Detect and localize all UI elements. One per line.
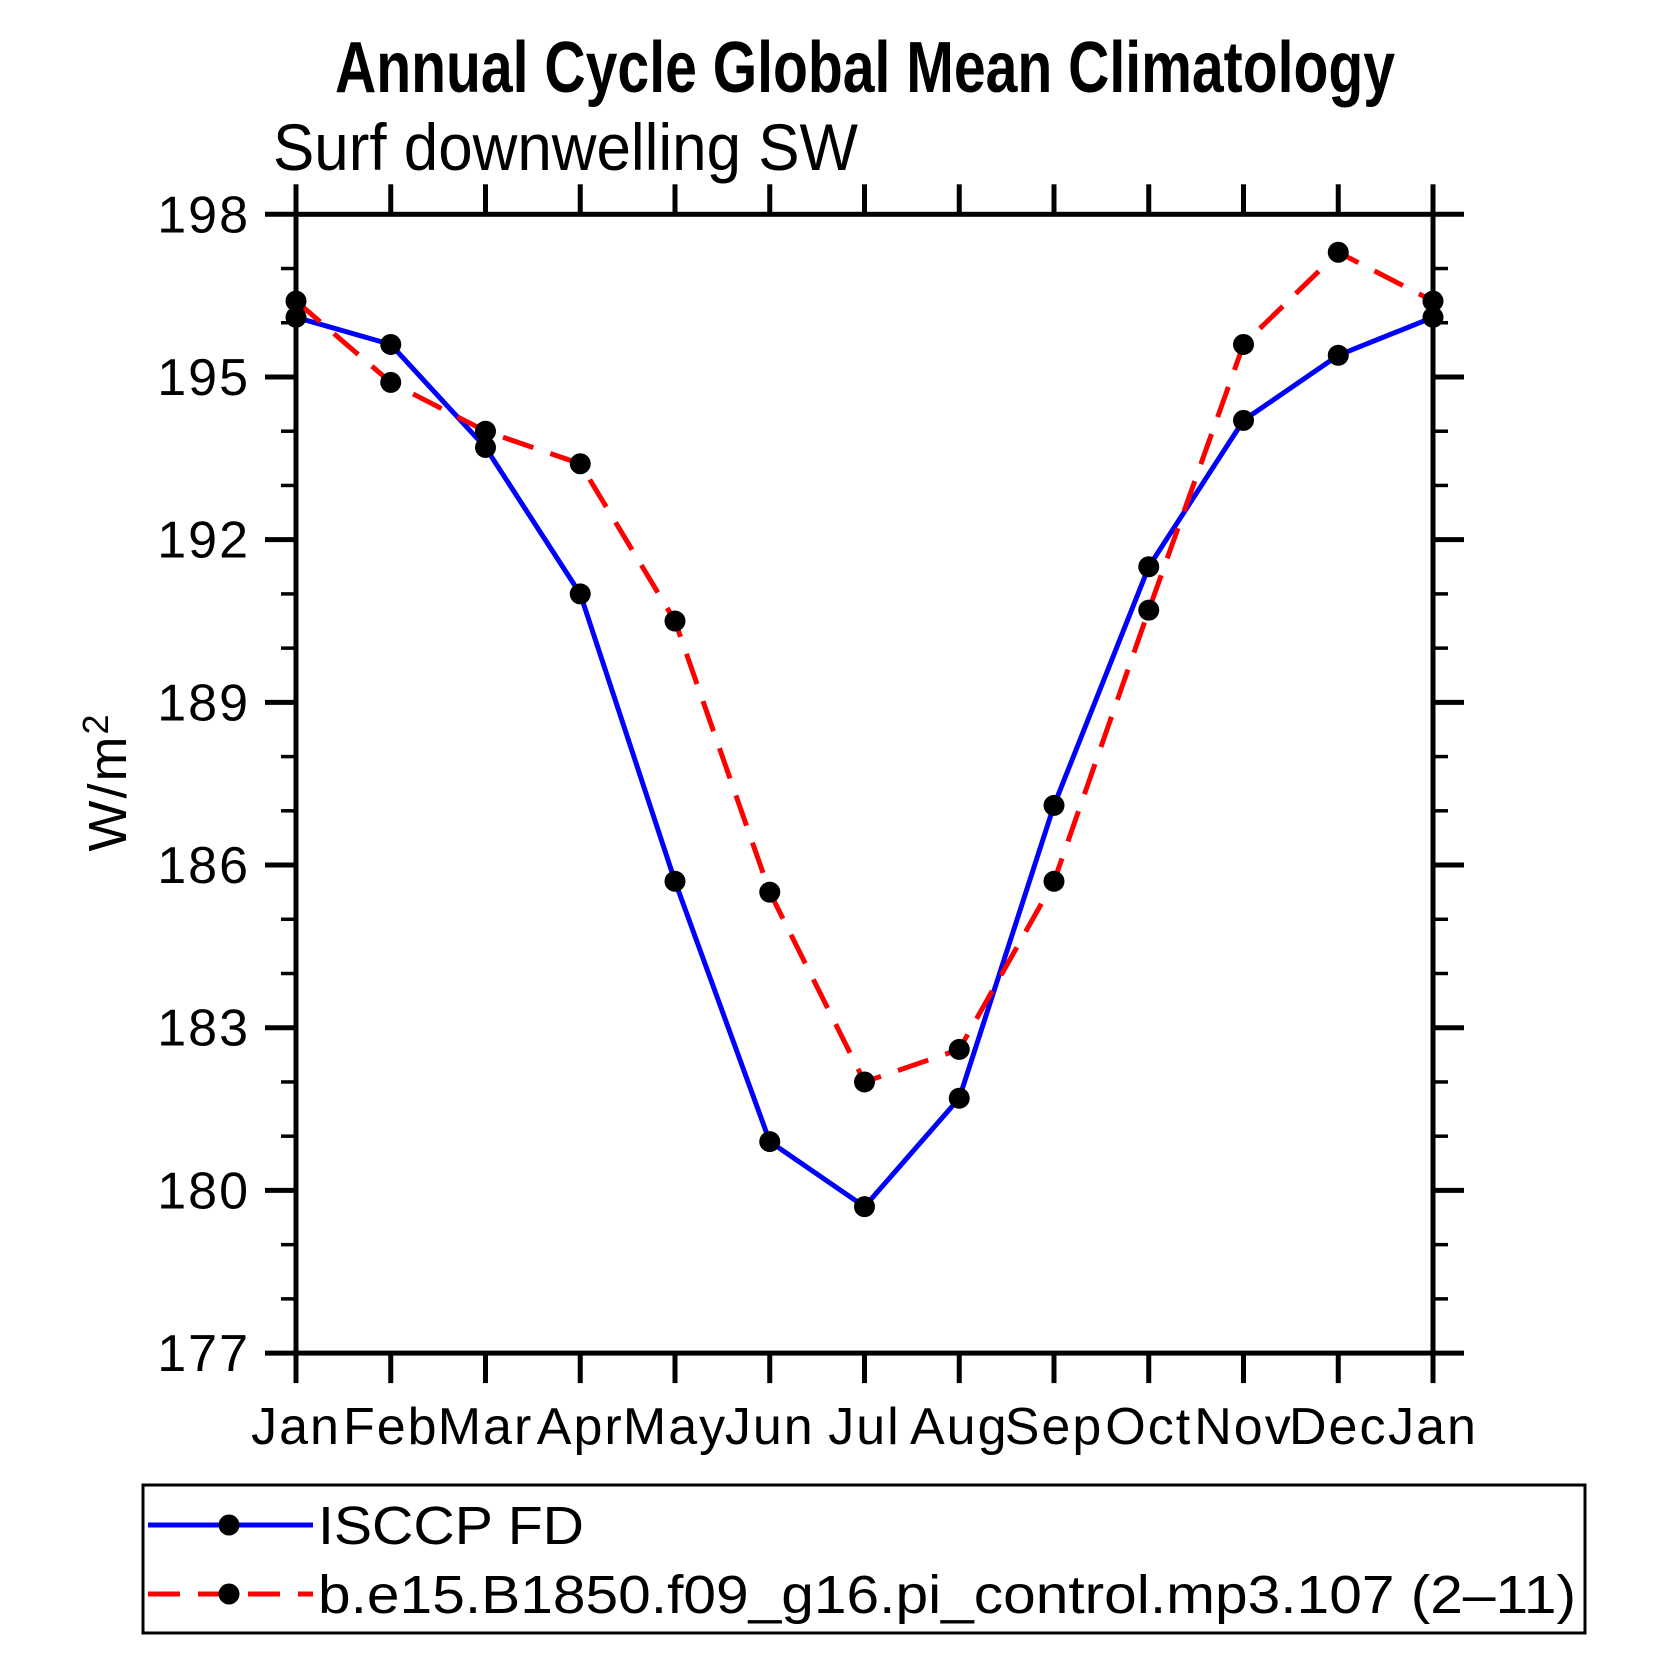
y-axis-label-exponent: 2 bbox=[75, 713, 116, 735]
x-tick-label: Jan bbox=[251, 1398, 341, 1456]
data-point-marker bbox=[1138, 556, 1160, 578]
data-point-marker bbox=[1327, 241, 1349, 263]
x-tick-label: Feb bbox=[343, 1398, 439, 1456]
data-point-marker bbox=[380, 371, 402, 393]
y-axis-label: W/m2 bbox=[75, 713, 138, 852]
data-point-marker bbox=[948, 1038, 970, 1060]
data-point-marker bbox=[1422, 306, 1444, 328]
y-tick-label: 189 bbox=[157, 674, 250, 732]
y-tick-label: 186 bbox=[157, 837, 250, 895]
y-tick-label: 195 bbox=[157, 349, 250, 407]
y-tick-label: 198 bbox=[157, 186, 250, 244]
x-tick-label: Jul bbox=[828, 1398, 900, 1456]
data-point-marker bbox=[569, 583, 591, 605]
x-tick-label: Mar bbox=[438, 1398, 534, 1456]
y-tick-label: 192 bbox=[157, 512, 250, 570]
y-tick-label: 183 bbox=[157, 1000, 250, 1058]
data-point-marker bbox=[569, 453, 591, 475]
x-tick-label: Jan bbox=[1388, 1398, 1478, 1456]
data-point-marker bbox=[1327, 344, 1349, 366]
legend-label: ISCCP FD bbox=[318, 1496, 584, 1556]
data-point-marker bbox=[759, 881, 781, 903]
series-line-model bbox=[294, 249, 1435, 1085]
x-tick-label: Jun bbox=[725, 1398, 815, 1456]
data-point-marker bbox=[854, 1196, 875, 1218]
axis-ticks bbox=[265, 184, 1464, 1384]
legend-label: b.e15.B1850.f09_g16.pi_control.mp3.107 (… bbox=[318, 1565, 1576, 1625]
data-point-marker bbox=[1422, 290, 1444, 312]
data-point-marker bbox=[475, 436, 496, 458]
x-tick-label: May bbox=[623, 1398, 727, 1456]
data-point-marker bbox=[1233, 409, 1254, 431]
x-tick-label: Dec bbox=[1289, 1398, 1387, 1456]
data-point-marker bbox=[664, 610, 686, 632]
y-tick-label: 180 bbox=[157, 1162, 250, 1220]
y-tick-label: 177 bbox=[157, 1325, 250, 1383]
legend-sample-marker bbox=[218, 1514, 240, 1536]
data-point-marker bbox=[759, 1131, 781, 1153]
legend-box bbox=[141, 1483, 1587, 1635]
x-tick-label: Nov bbox=[1194, 1398, 1292, 1456]
data-point-marker bbox=[285, 290, 307, 312]
legend-sample-marker bbox=[218, 1583, 240, 1605]
data-point-marker bbox=[1138, 599, 1160, 621]
data-point-marker bbox=[285, 306, 307, 328]
x-tick-label: Sep bbox=[1005, 1398, 1104, 1456]
x-tick-label: Apr bbox=[537, 1398, 624, 1456]
y-axis-label-base: W/m bbox=[78, 735, 138, 852]
data-point-marker bbox=[664, 870, 686, 892]
data-point-marker bbox=[1233, 333, 1254, 355]
data-point-marker bbox=[1043, 794, 1065, 816]
chart-subtitle: Surf downwelling SW bbox=[273, 110, 859, 184]
data-point-marker bbox=[475, 420, 496, 442]
chart-title: Annual Cycle Global Mean Climatology bbox=[335, 28, 1395, 108]
data-point-marker bbox=[854, 1071, 875, 1093]
data-point-marker bbox=[380, 333, 402, 355]
data-point-marker bbox=[1043, 870, 1065, 892]
legend: ISCCP FD b.e15.B1850.f09_g16.pi_control.m… bbox=[141, 1483, 1587, 1635]
x-tick-label: Aug bbox=[910, 1398, 1009, 1456]
plot-frame bbox=[293, 211, 1436, 1356]
x-tick-label: Oct bbox=[1105, 1398, 1192, 1456]
data-point-marker bbox=[948, 1087, 970, 1109]
data-series bbox=[285, 241, 1444, 1218]
